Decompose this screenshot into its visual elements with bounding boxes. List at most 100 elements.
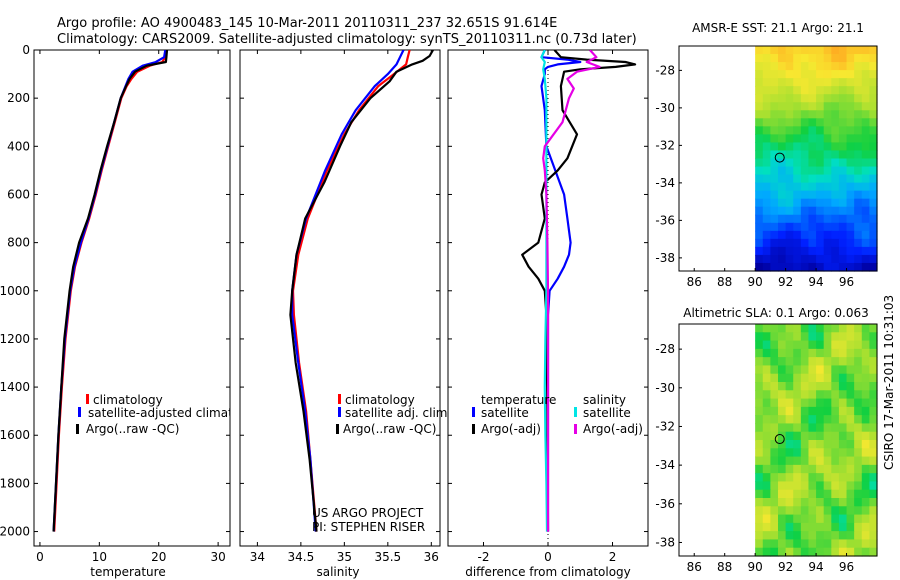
heatmap-cell [785, 332, 794, 342]
heatmap-cell [778, 415, 787, 425]
map-y-tick-label: -28 [655, 63, 675, 77]
heatmap-cell [755, 206, 764, 216]
heatmap-cell [770, 489, 779, 499]
map-y-tick-label: -28 [655, 342, 675, 356]
difference-xlabel: difference from climatology [465, 565, 631, 579]
heatmap-cell [762, 86, 771, 95]
y-tick-label: 600 [7, 187, 30, 201]
heatmap-cell [785, 340, 794, 350]
heatmap-cell [785, 142, 794, 152]
heatmap-cell [831, 498, 840, 507]
heatmap-cell [785, 464, 794, 474]
heatmap-cell [800, 481, 810, 491]
heatmap-cell [823, 206, 832, 216]
heatmap-cell [838, 547, 848, 557]
heatmap-cell [831, 94, 840, 103]
heatmap-cell [823, 448, 832, 458]
heatmap-cell [846, 365, 855, 375]
heatmap-cell [762, 440, 771, 449]
heatmap-cell [831, 126, 840, 135]
heatmap-cell [778, 174, 787, 184]
heatmap-cell [861, 142, 870, 152]
heatmap-cell [770, 70, 779, 79]
heatmap-cell [808, 150, 817, 160]
map-x-tick-label: 90 [748, 560, 763, 574]
series-line-salinity-argo-adj- [542, 50, 601, 532]
heatmap-cell [846, 142, 855, 152]
heatmap-cell [800, 448, 810, 458]
heatmap-cell [762, 62, 771, 71]
heatmap-cell [800, 498, 810, 507]
heatmap-cell [831, 238, 840, 248]
heatmap-cell [823, 440, 832, 449]
legend-swatch-temp-satellite [472, 407, 475, 417]
heatmap-cell [785, 46, 794, 55]
heatmap-cell [755, 340, 764, 350]
heatmap-cell [778, 473, 787, 483]
heatmap-cell [831, 456, 840, 466]
y-tick-label: 1400 [0, 380, 30, 394]
argo-location-marker [774, 152, 785, 163]
heatmap-cell [846, 431, 855, 441]
heatmap-cell [823, 94, 832, 103]
heatmap-cell [861, 166, 870, 176]
heatmap-cell [755, 134, 764, 144]
map-y-tick-label: -30 [655, 101, 675, 115]
heatmap-cell [869, 198, 878, 208]
heatmap-cell [838, 166, 848, 176]
heatmap-cell [846, 222, 855, 232]
map-x-tick-label: 96 [839, 275, 854, 289]
sst-map-title: AMSR-E SST: 21.1 Argo: 21.1 [692, 21, 864, 35]
heatmap-cell [869, 158, 878, 168]
heatmap-cell [808, 348, 817, 358]
heatmap-cell [823, 70, 832, 79]
heatmap-cell [808, 423, 817, 433]
heatmap-cell [762, 431, 771, 441]
heatmap-cell [770, 158, 779, 168]
legend-label-argo: Argo(..raw -QC) [343, 422, 436, 436]
heatmap-cell [770, 440, 779, 449]
sla-map-panel: Altimetric SLA: 0.1 Argo: 0.063 86 88 90 92… [655, 306, 878, 574]
heatmap-cell [800, 126, 810, 135]
heatmap-cell [793, 246, 802, 256]
heatmap-cell [831, 365, 840, 375]
heatmap-cell [793, 506, 802, 516]
heatmap-cell [755, 489, 764, 499]
heatmap-cell [869, 230, 878, 240]
heatmap-cell [778, 406, 787, 416]
heatmap-cell [823, 46, 832, 55]
heatmap-cell [861, 198, 870, 208]
heatmap-cell [838, 126, 848, 135]
heatmap-cell [755, 86, 764, 95]
heatmap-cell [854, 46, 863, 55]
heatmap-cell [762, 126, 771, 135]
legend-group-temperature: temperature [481, 393, 556, 407]
heatmap-cell [823, 489, 832, 499]
heatmap-cell [770, 448, 779, 458]
heatmap-cell [793, 126, 802, 135]
heatmap-cell [838, 190, 848, 200]
heatmap-cell [778, 94, 787, 103]
heatmap-cell [861, 206, 870, 216]
heatmap-cell [808, 531, 817, 541]
heatmap-cell [762, 481, 771, 491]
series-line-temperature-satellite [540, 50, 582, 532]
heatmap-cell [770, 142, 779, 152]
heatmap-cell [823, 514, 832, 524]
heatmap-cell [778, 166, 787, 176]
heatmap-cell [800, 54, 810, 63]
heatmap-cell [869, 373, 878, 383]
heatmap-cell [762, 230, 771, 240]
heatmap-cell [770, 340, 779, 350]
heatmap-cell [854, 246, 863, 256]
heatmap-cell [861, 246, 870, 256]
heatmap-cell [808, 340, 817, 350]
heatmap-cell [869, 46, 878, 55]
heatmap-cell [778, 398, 787, 408]
heatmap-cell [808, 166, 817, 176]
heatmap-cell [816, 456, 825, 466]
heatmap-cell [854, 134, 863, 144]
heatmap-cell [755, 332, 764, 342]
heatmap-cell [762, 448, 771, 458]
heatmap-cell [755, 382, 764, 391]
